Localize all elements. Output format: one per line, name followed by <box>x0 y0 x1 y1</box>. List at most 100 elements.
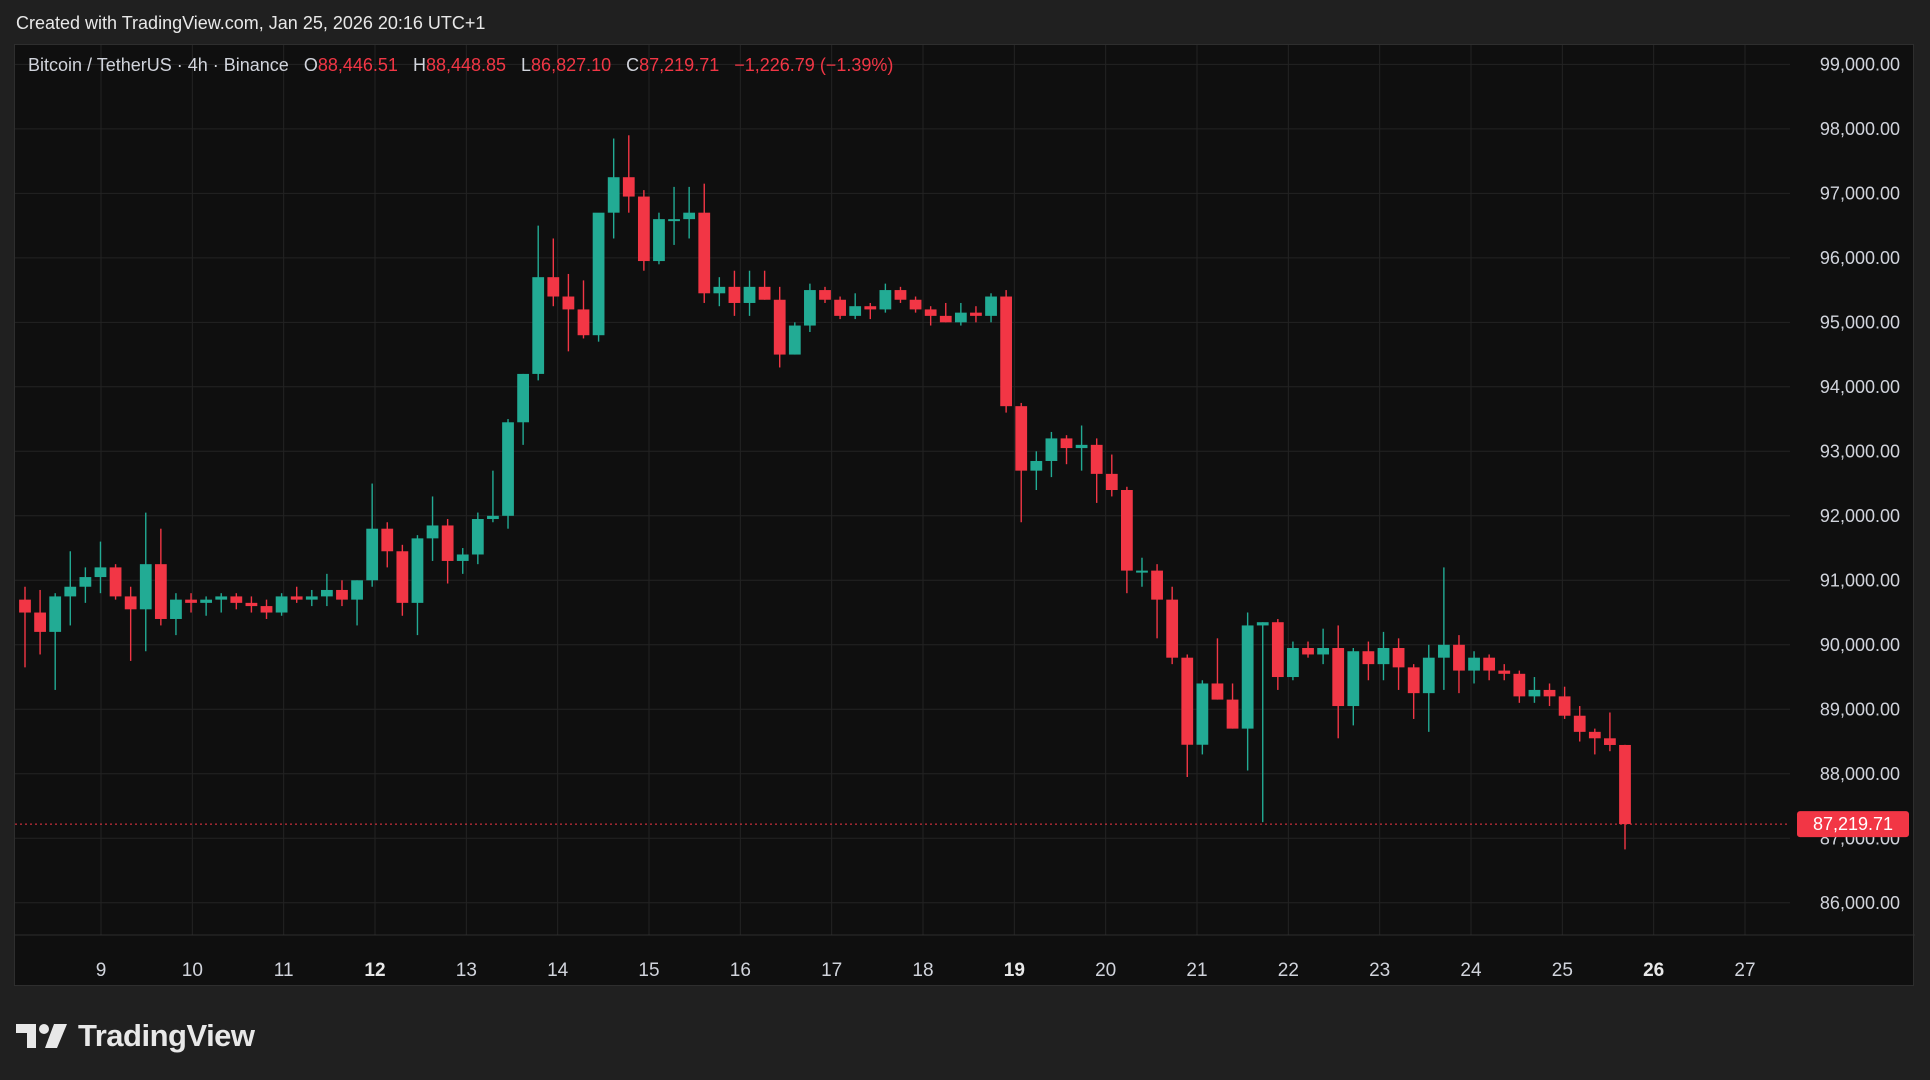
candle-body <box>1619 744 1631 825</box>
candle-body <box>109 567 122 597</box>
candle-body <box>1302 648 1314 655</box>
candle-body <box>1604 738 1616 745</box>
x-tick-label: 25 <box>1552 960 1573 981</box>
candle-body <box>290 596 303 600</box>
candle-body <box>19 599 31 613</box>
candle-body <box>1045 438 1058 461</box>
candle-body <box>728 286 741 303</box>
candle-body <box>396 551 409 603</box>
y-tick-label: 94,000.00 <box>1820 377 1900 397</box>
candle-body <box>170 599 182 619</box>
y-tick-label: 96,000.00 <box>1820 248 1900 268</box>
candle-body <box>622 177 635 197</box>
close-label: C <box>626 55 640 75</box>
candle-body <box>1392 648 1405 668</box>
candle-body <box>1513 673 1526 697</box>
candle-body <box>185 599 197 603</box>
candle-body <box>939 315 952 323</box>
x-tick-label: 21 <box>1186 960 1207 981</box>
candle-body <box>1528 689 1541 697</box>
candle-body <box>275 596 288 613</box>
candle-body <box>773 299 786 355</box>
candle-body <box>1241 625 1254 729</box>
candle-body <box>834 299 846 316</box>
candle-body <box>1483 657 1496 671</box>
candle-body <box>245 602 258 607</box>
y-tick-label: 98,000.00 <box>1820 119 1900 139</box>
x-tick-label: 20 <box>1095 960 1116 981</box>
candle-body <box>502 422 514 516</box>
symbol-title[interactable]: Bitcoin / TetherUS · 4h · Binance <box>28 55 289 75</box>
candle-body <box>49 596 62 632</box>
creation-caption: Created with TradingView.com, Jan 25, 20… <box>16 13 486 33</box>
candle-body <box>1588 731 1601 739</box>
chart-panel[interactable] <box>14 44 1914 986</box>
candle-body <box>804 290 816 326</box>
candle-body <box>547 277 560 297</box>
candle-body <box>366 528 379 581</box>
y-tick-label: 97,000.00 <box>1820 183 1900 203</box>
x-tick-label: 14 <box>547 960 569 981</box>
candle-body <box>1377 648 1390 665</box>
candle-body <box>985 296 997 316</box>
candle-body <box>879 290 892 310</box>
candle-body <box>1181 657 1194 745</box>
candle-body <box>1226 699 1239 729</box>
high-label: H <box>412 55 426 75</box>
candle-body <box>305 596 318 600</box>
tradingview-logo-icon <box>16 1024 67 1048</box>
symbol-legend: Bitcoin / TetherUS · 4h · Binance O88,44… <box>28 55 893 76</box>
candle-body <box>909 299 922 310</box>
candle-body <box>1468 657 1480 671</box>
high-value: 88,448.85 <box>425 55 507 75</box>
candle-body <box>1453 644 1465 671</box>
candle-body <box>215 596 228 600</box>
candle-body <box>471 519 484 555</box>
candle-body <box>698 212 711 294</box>
candle-body <box>788 325 801 355</box>
candle-body <box>1166 599 1179 658</box>
candle-body <box>1558 696 1571 716</box>
tradingview-brand[interactable]: TradingView <box>16 1016 255 1056</box>
x-tick-label: 23 <box>1369 960 1390 981</box>
candle-body <box>260 606 273 613</box>
candle-body <box>154 564 167 619</box>
x-tick-label: 13 <box>456 960 477 981</box>
candle-body <box>864 306 877 310</box>
candle-body <box>1121 490 1133 571</box>
candle-body <box>819 290 831 300</box>
candle-body <box>668 219 680 222</box>
candle-body <box>1573 715 1586 732</box>
last-price-label: 87,219.71 <box>1813 814 1893 834</box>
x-tick-label: 9 <box>96 960 107 981</box>
top-bar: Created with TradingView.com, Jan 25, 20… <box>0 0 1930 44</box>
x-tick-label: 27 <box>1734 960 1755 981</box>
candle-body <box>200 599 213 603</box>
x-tick-label: 17 <box>821 960 842 981</box>
change-value: −1,226.79 (−1.39%) <box>734 55 894 75</box>
y-tick-label: 88,000.00 <box>1820 764 1900 784</box>
candle-body <box>713 286 726 294</box>
x-tick-label: 16 <box>730 960 751 981</box>
candle-body <box>1090 444 1103 474</box>
candle-body <box>532 277 545 374</box>
candle-body <box>849 306 862 316</box>
candle-body <box>1407 667 1420 694</box>
candle-body <box>456 554 469 561</box>
candle-body <box>426 525 439 539</box>
low-label: L <box>521 55 532 75</box>
candle-body <box>487 515 499 520</box>
candle-body <box>1151 570 1163 600</box>
candle-body <box>970 312 982 316</box>
y-tick-label: 90,000.00 <box>1820 635 1900 655</box>
candle-body <box>592 212 605 336</box>
y-tick-label: 89,000.00 <box>1820 699 1900 719</box>
candle-body <box>1136 570 1148 573</box>
candle-body <box>411 538 424 603</box>
candle-body <box>517 373 529 423</box>
candle-body <box>1543 689 1556 697</box>
candle-body <box>562 296 575 310</box>
candle-body <box>1437 644 1450 658</box>
candle-body <box>637 196 650 262</box>
